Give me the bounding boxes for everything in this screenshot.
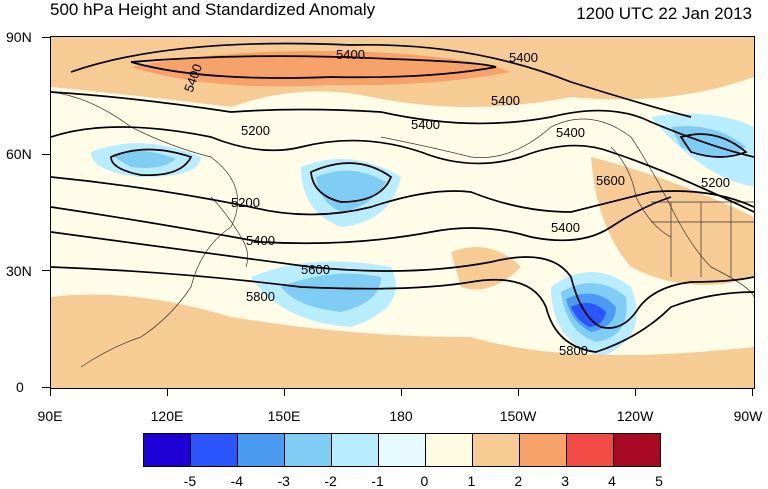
lon-label-90e: 90E xyxy=(37,408,63,424)
lat-label-60n: 60N xyxy=(6,146,32,162)
contour-label: 5400 xyxy=(491,93,520,108)
colorbar-label: 2 xyxy=(514,473,523,489)
anomaly-map: 5400 5400 5400 5400 5400 5200 5200 5200 … xyxy=(51,37,754,388)
colorbar-label: 1 xyxy=(467,473,476,489)
colorbar-box xyxy=(426,434,473,466)
lon-tick xyxy=(167,388,168,396)
colorbar-label: 0 xyxy=(420,473,429,489)
lat-tick xyxy=(42,387,50,388)
colorbar-label: 5 xyxy=(655,473,663,489)
lon-label-90w: 90W xyxy=(733,408,763,424)
lon-tick xyxy=(401,388,402,396)
lon-label-120e: 120E xyxy=(150,408,184,424)
colorbar-label: -5 xyxy=(183,473,197,489)
contour-label: 5400 xyxy=(509,50,538,65)
colorbar-box xyxy=(332,434,379,466)
lon-tick xyxy=(518,388,519,396)
colorbar-label: -1 xyxy=(371,473,384,489)
lat-tick xyxy=(42,270,50,271)
contour-label: 5200 xyxy=(241,123,270,138)
colorbar-label: -3 xyxy=(277,473,290,489)
lon-label-120w: 120W xyxy=(616,408,654,424)
colorbar xyxy=(143,433,661,467)
contour-label: 5800 xyxy=(559,343,588,358)
contour-label: 5400 xyxy=(556,125,585,140)
colorbar-label: -2 xyxy=(324,473,337,489)
lon-label-150e: 150E xyxy=(267,408,301,424)
contour-label: 5600 xyxy=(301,262,330,277)
colorbar-label: 4 xyxy=(608,473,616,489)
colorbar-box xyxy=(285,434,332,466)
anomaly-shading xyxy=(51,37,754,388)
map-plot-area: 5400 5400 5400 5400 5400 5200 5200 5200 … xyxy=(50,36,755,389)
height-contours xyxy=(51,42,754,353)
contour-label: 5400 xyxy=(336,47,365,62)
contour-label: 5400 xyxy=(411,117,440,132)
map-datetime: 1200 UTC 22 Jan 2013 xyxy=(576,4,752,23)
lat-label-0: 0 xyxy=(16,379,24,395)
colorbar-box xyxy=(614,434,660,466)
colorbar-box xyxy=(473,434,520,466)
contour-label: 5600 xyxy=(596,173,625,188)
contour-label: 5200 xyxy=(701,175,730,190)
lon-tick xyxy=(752,388,753,396)
lat-tick xyxy=(42,154,50,155)
lat-label-90n: 90N xyxy=(6,29,32,45)
lon-tick xyxy=(284,388,285,396)
colorbar-box xyxy=(379,434,426,466)
contour-label: 5400 xyxy=(246,233,275,248)
colorbar-label: -4 xyxy=(230,473,244,489)
lon-label-180: 180 xyxy=(389,408,413,424)
lon-tick xyxy=(50,388,51,396)
colorbar-box xyxy=(191,434,238,466)
lat-tick xyxy=(42,37,50,38)
contour-labels: 5400 5400 5400 5400 5400 5200 5200 5200 … xyxy=(181,47,730,358)
contour-label: 5400 xyxy=(551,220,580,235)
colorbar-box xyxy=(144,434,191,466)
colorbar-label: 3 xyxy=(561,473,570,489)
lon-tick xyxy=(635,388,636,396)
lon-label-150w: 150W xyxy=(499,408,537,424)
contour-label: 5800 xyxy=(246,289,275,304)
lat-label-30n: 30N xyxy=(6,263,32,279)
colorbar-box xyxy=(567,434,614,466)
colorbar-box xyxy=(238,434,285,466)
contour-label: 5200 xyxy=(231,195,260,210)
colorbar-box xyxy=(520,434,567,466)
map-title: 500 hPa Height and Standardized Anomaly xyxy=(50,0,376,19)
